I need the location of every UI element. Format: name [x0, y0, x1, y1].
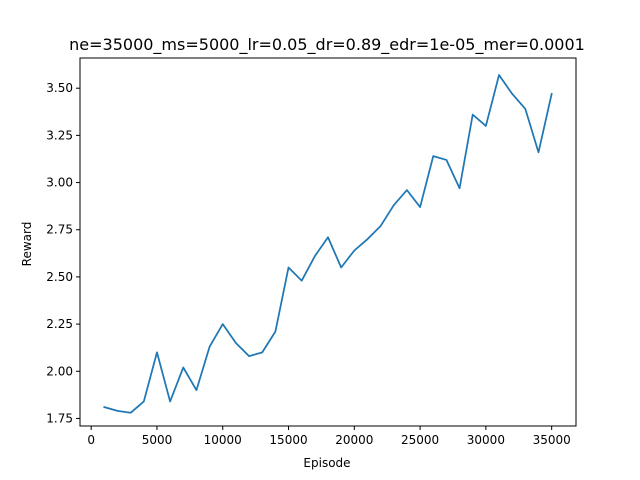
- x-tick-label: 5000: [142, 433, 173, 447]
- axes-frame: [79, 57, 577, 427]
- reward-series-line: [103, 74, 553, 414]
- x-tick-label: 35000: [533, 433, 571, 447]
- y-tick-label: 3.50: [46, 81, 73, 95]
- x-axis: 0 5000 10000 15000 20000 25000 30000 35000: [87, 426, 571, 447]
- y-tick-label: 3.25: [46, 128, 73, 142]
- x-tick-label: 15000: [269, 433, 307, 447]
- x-tick-label: 25000: [401, 433, 439, 447]
- y-tick-label: 2.50: [46, 270, 73, 284]
- x-axis-label: Episode: [303, 456, 350, 470]
- plot-area: [103, 74, 553, 414]
- y-axis-label: Reward: [20, 222, 34, 267]
- y-tick-label: 2.25: [46, 317, 73, 331]
- y-axis: 1.75 2.00 2.25 2.50 2.75 3.00 3.25 3.50: [46, 81, 80, 425]
- x-tick-label: 0: [87, 433, 95, 447]
- x-tick-label: 10000: [204, 433, 242, 447]
- y-tick-label: 2.75: [46, 223, 73, 237]
- x-tick-label: 30000: [467, 433, 505, 447]
- y-tick-label: 1.75: [46, 411, 73, 425]
- y-tick-label: 3.00: [46, 176, 73, 190]
- x-tick-label: 20000: [335, 433, 373, 447]
- chart-title: ne=35000_ms=5000_lr=0.05_dr=0.89_edr=1e-…: [69, 35, 585, 55]
- y-tick-label: 2.00: [46, 364, 73, 378]
